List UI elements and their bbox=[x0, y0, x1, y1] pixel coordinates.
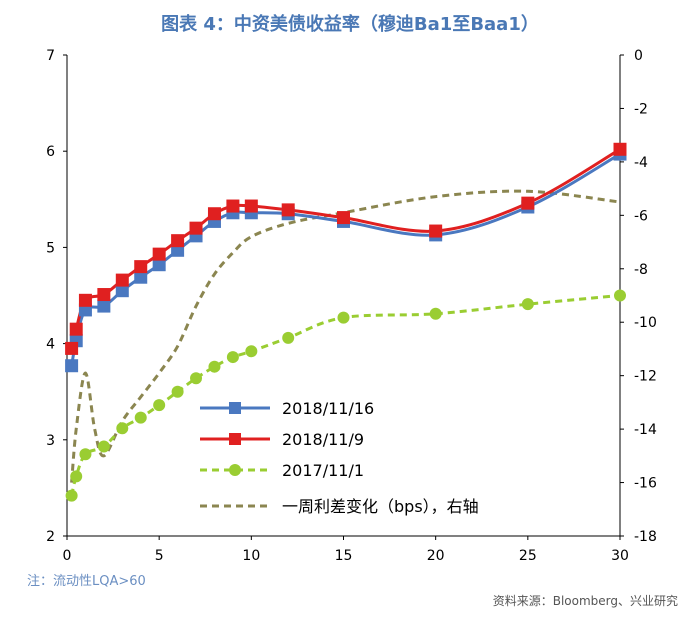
legend-label-0: 2018/11/16 bbox=[282, 399, 374, 418]
series-point-1 bbox=[613, 142, 627, 156]
x-tick-label: 25 bbox=[519, 548, 537, 564]
series-point-2 bbox=[134, 411, 147, 424]
x-tick-label: 15 bbox=[335, 548, 353, 564]
legend-label-1: 2018/11/9 bbox=[282, 430, 364, 449]
series-point-1 bbox=[281, 203, 295, 217]
series-point-0 bbox=[65, 359, 79, 373]
x-tick-label: 30 bbox=[611, 548, 629, 564]
series-point-1 bbox=[97, 288, 111, 302]
y-tick-label: 3 bbox=[46, 433, 55, 449]
legend-marker-1 bbox=[229, 433, 241, 445]
series-point-2 bbox=[65, 489, 78, 502]
series-point-2 bbox=[614, 289, 626, 302]
series-point-1 bbox=[115, 273, 129, 287]
y2-tick-label: -18 bbox=[634, 529, 657, 545]
x-tick-label: 10 bbox=[242, 548, 260, 564]
legend: 2018/11/16 2018/11/9 2017/11/1 一周利差变化（bps），… bbox=[200, 399, 479, 516]
y2-tick-label: -10 bbox=[634, 315, 657, 331]
legend-label-2: 2017/11/1 bbox=[282, 461, 364, 480]
y-tick-label: 4 bbox=[46, 337, 55, 353]
series-point-1 bbox=[521, 196, 535, 210]
series-point-2 bbox=[190, 372, 203, 385]
chart-note: 注：流动性LQA>60 bbox=[27, 574, 146, 589]
series-point-2 bbox=[116, 422, 129, 435]
y2-tick-label: -14 bbox=[634, 422, 657, 438]
series-point-1 bbox=[171, 234, 185, 248]
series-point-1 bbox=[337, 211, 350, 225]
series-point-2 bbox=[208, 360, 221, 373]
series-point-2 bbox=[153, 399, 166, 412]
y-tick-label: 7 bbox=[46, 48, 55, 64]
y2-tick-label: -2 bbox=[634, 101, 648, 117]
legend-marker-2 bbox=[229, 464, 241, 476]
y2-tick-label: 0 bbox=[634, 48, 643, 64]
tick-labels: 2 3 4 5 6 7 -18 -16 -14 -12 -10 -8 -6 -4 -2 0 0 5 10 15 20 25… bbox=[46, 48, 657, 564]
series-point-1 bbox=[207, 207, 221, 221]
x-tick-label: 5 bbox=[155, 548, 164, 564]
series-point-2 bbox=[429, 307, 442, 320]
legend-marker-0 bbox=[229, 402, 241, 414]
series-point-2 bbox=[79, 448, 92, 461]
chart-title: 图表 4：中资美债收益率（穆迪Ba1至Baa1） bbox=[161, 14, 539, 35]
series-point-1 bbox=[429, 224, 443, 238]
y2-tick-label: -8 bbox=[634, 262, 648, 278]
y2-tick-label: -4 bbox=[634, 155, 648, 171]
series-point-2 bbox=[337, 311, 350, 324]
series-point-1 bbox=[152, 247, 166, 261]
series-point-2 bbox=[70, 470, 83, 483]
series-point-0 bbox=[97, 299, 111, 313]
series-point-2 bbox=[521, 298, 534, 311]
y-tick-label: 6 bbox=[46, 144, 55, 160]
y2-tick-label: -12 bbox=[634, 369, 657, 385]
series-point-1 bbox=[226, 199, 240, 213]
series-point-2 bbox=[245, 345, 258, 358]
y-tick-label: 2 bbox=[46, 529, 55, 545]
series-point-2 bbox=[282, 331, 295, 344]
series-point-1 bbox=[65, 341, 79, 355]
series-point-1 bbox=[189, 221, 203, 235]
series-point-1 bbox=[78, 293, 92, 307]
series-markers bbox=[65, 142, 627, 502]
x-tick-label: 0 bbox=[63, 548, 72, 564]
series-point-1 bbox=[244, 199, 258, 213]
series-point-2 bbox=[97, 440, 110, 453]
y2-tick-label: -16 bbox=[634, 476, 657, 492]
chart-source: 资料来源：Bloomberg、兴业研究 bbox=[492, 594, 678, 608]
series-point-1 bbox=[69, 322, 83, 336]
series-point-2 bbox=[226, 351, 239, 364]
series-point-2 bbox=[171, 385, 184, 398]
y2-tick-label: -6 bbox=[634, 208, 648, 224]
y-tick-label: 5 bbox=[46, 240, 55, 256]
series-point-1 bbox=[134, 260, 148, 274]
legend-label-3: 一周利差变化（bps），右轴 bbox=[282, 497, 479, 516]
x-tick-label: 20 bbox=[427, 548, 445, 564]
